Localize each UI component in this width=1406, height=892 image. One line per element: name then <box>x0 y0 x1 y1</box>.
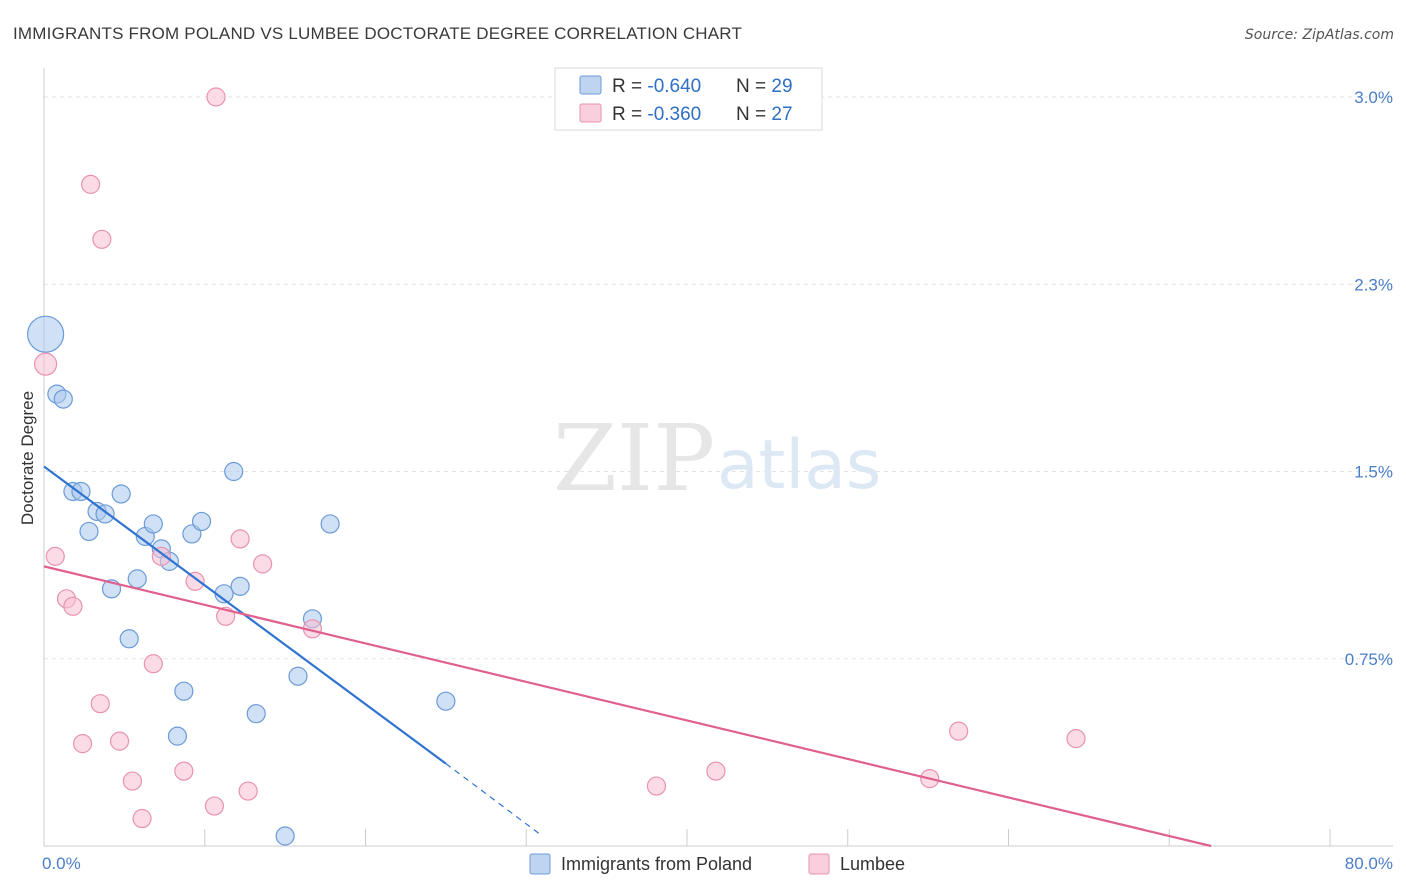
series-legend-label-poland: Immigrants from Poland <box>561 854 752 874</box>
point-1-1 <box>45 546 65 566</box>
point-1-14 <box>185 571 205 591</box>
point-1-25 <box>949 721 969 741</box>
point-1-23 <box>706 761 726 781</box>
x-tick-label-max: 80.0% <box>1345 854 1393 873</box>
y-axis-tick-labels: 3.0% 2.3% 1.5% 0.75% <box>1345 88 1393 669</box>
series-layer <box>27 87 1212 848</box>
stats-legend-row-lumbee: R = -0.360 <box>612 104 701 125</box>
series-legend-label-lumbee: Lumbee <box>840 854 905 874</box>
series-points-1 <box>34 87 1086 829</box>
y-tick-label-2: 1.5% <box>1354 463 1393 482</box>
point-1-15 <box>206 87 226 107</box>
series-points-0 <box>27 315 456 846</box>
stats-legend-swatch-lumbee <box>579 103 602 123</box>
point-0-17 <box>174 681 194 701</box>
point-0-23 <box>246 704 266 724</box>
point-0-16 <box>167 726 188 746</box>
watermark-zip-text: ZIP <box>553 405 715 512</box>
chart-title: IMMIGRANTS FROM POLAND VS LUMBEE DOCTORA… <box>13 24 742 43</box>
point-1-9 <box>122 771 143 791</box>
r-label: R = <box>612 76 647 97</box>
y-tick-label-1: 2.3% <box>1354 275 1393 294</box>
point-1-6 <box>90 694 110 714</box>
point-1-7 <box>92 229 112 249</box>
n-label: N = <box>736 76 771 97</box>
point-1-19 <box>238 781 258 801</box>
point-1-13 <box>174 761 194 781</box>
point-0-0 <box>27 315 65 353</box>
stats-legend-row-poland: R = -0.640 <box>612 76 701 97</box>
point-0-2 <box>53 389 73 409</box>
stats-legend-n-lumbee: N = 27 <box>736 104 793 125</box>
trend-line-1 <box>43 565 1212 848</box>
point-1-20 <box>253 554 273 574</box>
r-label: R = <box>612 104 647 125</box>
chart-source: Source: ZipAtlas.com <box>1245 27 1394 43</box>
point-0-9 <box>111 484 131 504</box>
point-1-0 <box>34 352 58 376</box>
point-1-5 <box>81 174 101 194</box>
watermark: ZIP atlas <box>553 405 881 512</box>
n-label: N = <box>736 104 771 125</box>
stats-legend: R = -0.640 N = 29 R = -0.360 N = 27 <box>554 67 823 131</box>
n-value-poland: 29 <box>771 76 792 97</box>
point-0-10 <box>119 629 139 649</box>
series-legend: Immigrants from Poland Lumbee <box>529 853 905 875</box>
grid-lines <box>44 96 1393 660</box>
point-1-26 <box>1066 729 1086 749</box>
point-1-12 <box>151 546 171 566</box>
point-0-21 <box>224 461 244 482</box>
point-0-25 <box>288 666 308 686</box>
series-legend-swatch-lumbee <box>808 853 830 875</box>
point-1-3 <box>63 596 83 616</box>
point-0-22 <box>230 576 250 596</box>
n-value-lumbee: 27 <box>771 104 792 125</box>
r-value-lumbee: -0.360 <box>647 104 701 125</box>
point-1-10 <box>132 808 152 829</box>
watermark-atlas-text: atlas <box>717 426 881 505</box>
point-0-19 <box>191 511 212 532</box>
point-1-16 <box>204 796 224 816</box>
y-tick-label-0: 3.0% <box>1354 88 1393 107</box>
point-0-27 <box>320 514 340 534</box>
point-1-8 <box>109 731 130 751</box>
point-0-5 <box>79 521 99 542</box>
series-legend-swatch-poland <box>529 853 551 875</box>
stats-legend-swatch-poland <box>579 75 602 95</box>
x-axis-ticks <box>43 829 1331 846</box>
point-0-11 <box>127 569 147 589</box>
r-value-poland: -0.640 <box>647 76 701 97</box>
trend-line-extension-0 <box>445 763 543 837</box>
point-1-22 <box>646 776 667 796</box>
point-1-11 <box>143 654 163 674</box>
y-axis-label: Doctorate Degree <box>18 391 37 525</box>
point-0-28 <box>436 691 456 711</box>
point-0-24 <box>275 826 295 846</box>
stats-legend-n-poland: N = 29 <box>736 76 793 97</box>
point-0-13 <box>143 514 163 534</box>
point-1-4 <box>72 734 93 754</box>
axes <box>43 68 1393 847</box>
point-1-18 <box>230 529 250 549</box>
x-tick-label-min: 0.0% <box>42 854 81 873</box>
y-tick-label-3: 0.75% <box>1345 650 1393 669</box>
